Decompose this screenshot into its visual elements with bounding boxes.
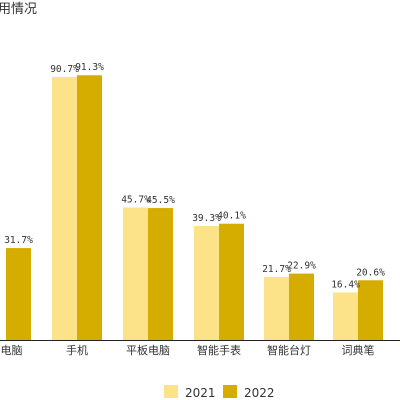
bar-2022-4 [289,273,314,340]
value-label-2022-0: 31.7% [4,235,33,246]
value-label-2021-3: 39.3% [192,213,221,224]
value-label-2021-2: 45.7% [121,194,150,205]
value-label-2022-4: 22.9% [287,261,316,272]
legend-label-2022: 2022 [244,386,275,400]
category-label-2: 平板电脑 [126,343,170,357]
category-label-5: 词典笔 [342,343,375,357]
value-label-2022-2: 45.5% [146,195,175,206]
category-labels-layer: 本电脑 手机 平板电脑 智能手表 智能台灯 词典笔 [0,343,375,357]
chart-title: 用情况 [0,2,37,17]
value-label-2021-4: 21.7% [262,264,291,275]
bar-2022-3 [219,223,244,340]
value-label-2022-5: 20.6% [356,267,385,278]
bar-2021-4 [264,277,289,340]
bar-2021-3 [194,226,219,340]
bar-2022-1 [77,75,102,340]
value-label-2022-3: 40.1% [217,211,246,222]
legend-swatch-2022 [223,385,237,398]
category-label-0: 本电脑 [0,343,23,357]
bar-2022-2 [148,208,173,340]
legend: 2021 2022 [164,385,275,400]
bar-2021-1 [52,76,77,340]
bar-2022-5 [358,280,383,340]
category-label-3: 智能手表 [197,343,241,357]
legend-label-2021: 2021 [185,386,216,400]
bar-2021-5 [333,292,358,340]
value-labels-layer: %31.7%90.7%91.3%45.7%45.5%39.3%40.1%21.7… [4,62,385,290]
legend-swatch-2021 [164,385,178,398]
bars-layer [6,75,383,340]
category-label-4: 智能台灯 [267,343,311,357]
value-label-2021-5: 16.4% [331,279,360,290]
bar-2021-2 [123,207,148,340]
bar-2022-0 [6,248,31,340]
category-label-1: 手机 [66,343,88,357]
value-label-2022-1: 91.3% [75,62,104,73]
value-label-2021-1: 90.7% [50,64,79,75]
